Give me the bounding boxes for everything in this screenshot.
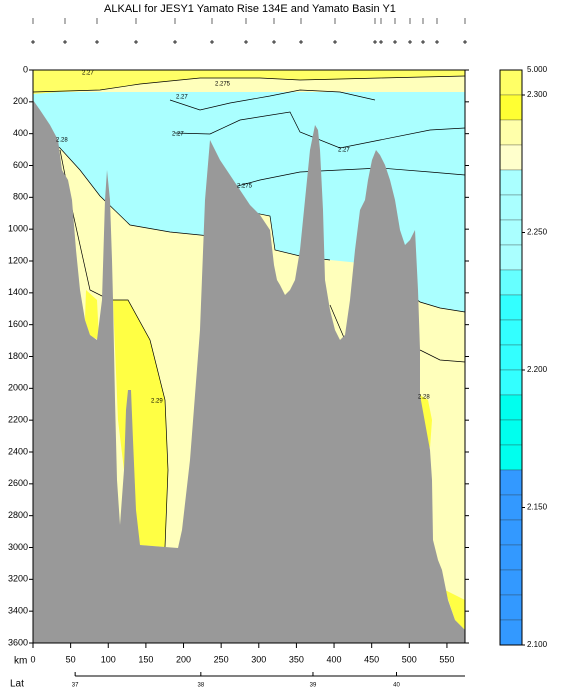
x-tick-label: 300: [251, 654, 266, 664]
lat-tick-label: 38: [197, 683, 204, 689]
y-tick-label: 1800: [8, 351, 28, 361]
y-tick-label: 2200: [8, 415, 28, 425]
colorbar-tick-label: 2.200: [527, 365, 548, 374]
lat-tick-label: 37: [72, 683, 79, 689]
contour-line: [32, 75, 466, 93]
colorbar-segment: [499, 494, 523, 521]
contour-line: [229, 167, 466, 189]
contour-line: [169, 89, 376, 111]
x-tick-label: 150: [138, 654, 153, 664]
y-tick-label: 2400: [8, 446, 28, 456]
colorbar-segment: [499, 569, 523, 596]
contour-label: 2.27: [338, 148, 350, 154]
colorbar-segment: [499, 544, 523, 571]
y-tick-label: 600: [13, 160, 28, 170]
colorbar-segment: [499, 194, 523, 221]
contour-label: 2.27: [82, 71, 94, 77]
yellow-patch: [113, 300, 168, 547]
colorbar-segment: [499, 219, 523, 246]
colorbar-segment: [499, 169, 523, 196]
yellow-patch: [420, 395, 432, 448]
colorbar-segment: [499, 269, 523, 296]
colorbar-top-label: 5.000: [527, 65, 548, 74]
station-markers: [31, 18, 467, 44]
contour-label: 2.275: [237, 184, 253, 190]
x-tick-label: 0: [30, 654, 35, 664]
y-tick-label: 2600: [8, 478, 28, 488]
colorbar-tick-label: 2.150: [527, 503, 548, 512]
colorbar-tick-label: 2.100: [527, 640, 548, 649]
contour-line: [59, 149, 169, 548]
x-tick-label: 100: [101, 654, 116, 664]
x-tick-label: 450: [364, 654, 379, 664]
colorbar-frame: [499, 69, 523, 646]
lat-tick-label: 40: [393, 683, 400, 689]
lat-tick-label: 39: [310, 683, 317, 689]
y-tick-label: 1400: [8, 287, 28, 297]
contour-label: 2.27: [172, 132, 184, 138]
y-tick-label: 800: [13, 192, 28, 202]
colorbar-segment: [499, 244, 523, 271]
contour-line: [419, 349, 466, 363]
colorbar-segment: [499, 319, 523, 346]
y-tick-label: 3400: [8, 606, 28, 616]
colorbar-segment: [499, 344, 523, 371]
x-tick-label: 500: [402, 654, 417, 664]
colorbar-segment: [499, 294, 523, 321]
y-tick-label: 200: [13, 96, 28, 106]
x-tick-label: 200: [176, 654, 191, 664]
lat-axis-label: Lat: [10, 679, 24, 690]
y-tick-label: 2000: [8, 383, 28, 393]
contour-label: 2.28: [56, 138, 68, 144]
colorbar-tick-label: 2.250: [527, 228, 548, 237]
yellow-top-layer: [33, 70, 465, 94]
x-tick-label: 350: [289, 654, 304, 664]
y-tick-label: 3600: [8, 637, 28, 647]
contour-label: 2.275: [215, 82, 231, 88]
yellow-patch: [85, 290, 99, 340]
colorbar-segment: [499, 394, 523, 421]
x-axis-label: km: [14, 656, 27, 667]
colorbar-segment: [499, 69, 523, 96]
colorbar-segment: [499, 444, 523, 471]
contour-label: 2.28: [418, 395, 430, 401]
y-tick-label: 3200: [8, 574, 28, 584]
chart-title: ALKALI for JESY1 Yamato Rise 134E and Ya…: [104, 3, 396, 15]
contour-label: 2.27: [176, 95, 188, 101]
contour-labels: 2.27 2.275 2.27 2.27 2.28 2.27 2.275 2.2…: [56, 71, 430, 405]
colorbar-segment: [499, 594, 523, 621]
colorbar-segment: [499, 519, 523, 546]
colorbar-segment: [499, 419, 523, 446]
x-tick-label: 550: [439, 654, 454, 664]
yellow-patch: [445, 590, 465, 630]
y-tick-label: 1000: [8, 224, 28, 234]
x-tick-label: 400: [327, 654, 342, 664]
contour-label: 2.29: [151, 399, 163, 405]
y-tick-label: 1200: [8, 255, 28, 265]
y-tick-label: 1600: [8, 319, 28, 329]
colorbar-segment: [499, 469, 523, 496]
colorbar-tick-label: 2.300: [527, 90, 548, 99]
x-tick-label: 50: [66, 654, 76, 664]
colorbar-segment: [499, 144, 523, 171]
colorbar-segment: [499, 369, 523, 396]
y-tick-label: 3000: [8, 542, 28, 552]
contour-line: [174, 111, 466, 149]
y-tick-label: 2800: [8, 510, 28, 520]
colorbar-segment: [499, 119, 523, 146]
section-fill: [32, 70, 466, 643]
colorbar-segment: [499, 619, 523, 646]
colorbar-segment: [499, 94, 523, 121]
x-tick-label: 250: [214, 654, 229, 664]
contour-line: [32, 129, 211, 237]
seafloor: [33, 100, 465, 643]
y-tick-label: 400: [13, 128, 28, 138]
y-tick-label: 0: [23, 64, 28, 74]
